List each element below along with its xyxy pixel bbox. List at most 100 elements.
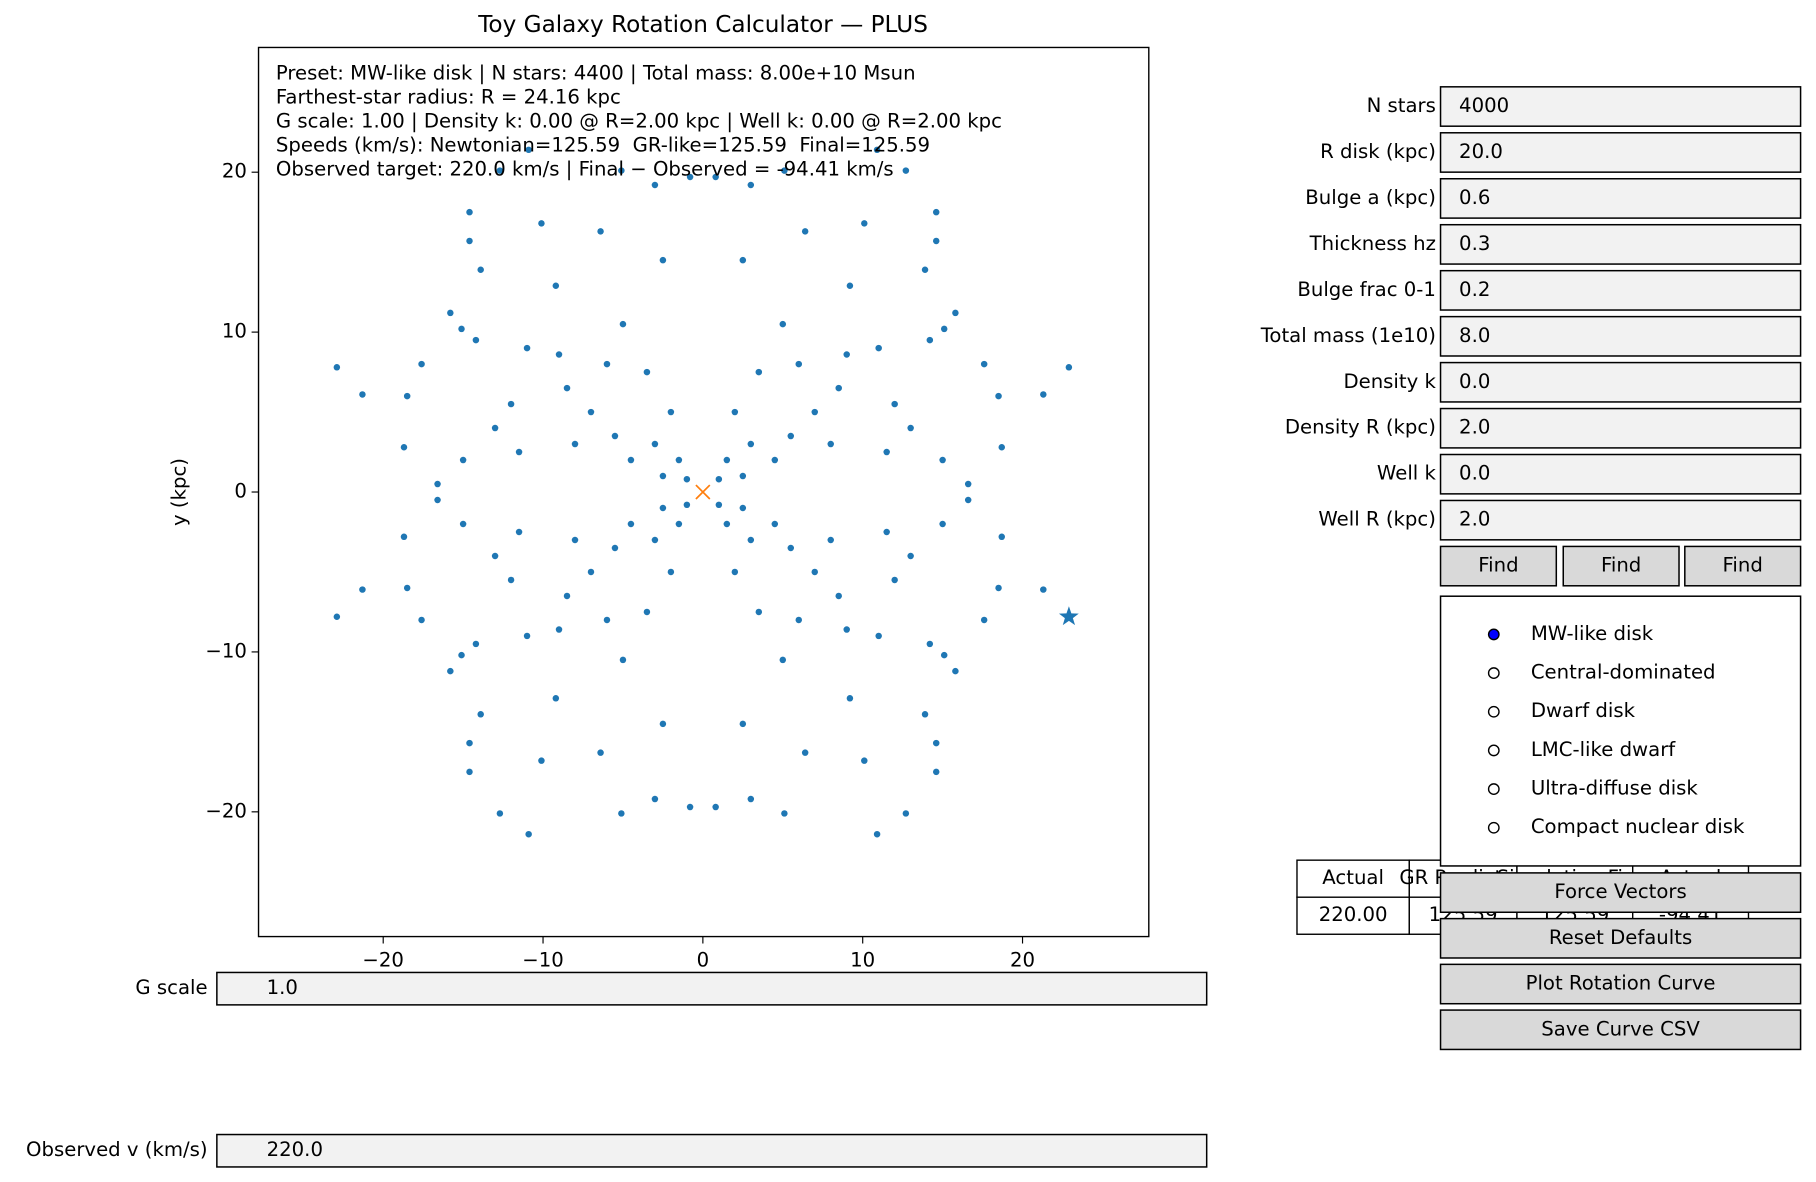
star-point [771,520,779,528]
radio-label[interactable]: Dwarf disk [1531,699,1636,722]
find-button[interactable] [1439,545,1558,587]
star-point [525,146,532,154]
radio-label[interactable]: LMC-like dwarf [1531,738,1676,761]
text-input[interactable] [1439,453,1802,495]
star-point [618,810,625,817]
button-label[interactable]: Save Curve CSV [1541,1017,1700,1040]
text-input[interactable] [1439,315,1802,357]
star-point [932,768,940,776]
find-button[interactable] [1562,545,1680,587]
action-button[interactable] [1439,872,1802,914]
preset-panel [1439,595,1802,867]
star-point [686,173,694,181]
star-point [1040,391,1047,398]
star-point [507,400,515,408]
field-label: G scale [135,976,207,999]
input-value[interactable]: 1.0 [267,976,298,999]
text-input[interactable] [1439,86,1802,127]
radio-button[interactable] [1487,821,1500,834]
star-point [811,568,818,576]
table-text: Actual [1322,866,1384,889]
input-value[interactable]: 2.0 [1459,416,1490,439]
button-label[interactable]: Find [1478,554,1518,577]
info-line: Observed target: 220.0 km/s | Final − Ob… [276,157,894,180]
star-point [980,616,988,624]
radio-button[interactable] [1487,667,1500,679]
star-point [883,528,890,536]
star-point [400,533,408,541]
action-button[interactable] [1439,917,1802,959]
action-button[interactable] [1439,1009,1802,1051]
star-point [555,351,563,358]
star-point [571,440,579,448]
radio-label[interactable]: MW-like disk [1531,622,1654,645]
star-point [779,656,787,664]
input-value[interactable]: 2.0 [1459,508,1490,531]
star-point [787,544,795,552]
input-value[interactable]: 0.3 [1459,232,1490,255]
star-point [659,256,667,264]
y-tick-label: −10 [205,639,247,662]
x-tick-label: −20 [362,948,404,971]
input-value[interactable]: 0.2 [1459,278,1490,301]
plot-frame [257,46,1150,938]
star-point [827,536,834,544]
star-point [403,584,411,592]
input-value[interactable]: 0.0 [1459,370,1490,393]
button-label[interactable]: Find [1723,554,1763,577]
star-point [926,640,934,648]
star-point [434,496,441,504]
star-point [787,432,795,440]
button-label[interactable]: Plot Rotation Curve [1526,972,1716,995]
star-point [523,344,531,352]
input-value[interactable]: 8.0 [1459,324,1490,347]
star-point [952,667,959,675]
star-point [801,228,809,235]
input-value[interactable]: 20.0 [1459,140,1503,163]
text-input[interactable] [1439,269,1802,311]
radio-button[interactable] [1487,744,1500,757]
radio-button[interactable] [1487,705,1500,718]
field-label: Bulge frac 0-1 [1297,278,1436,301]
y-axis-label: y (kpc) [167,458,190,526]
star-point [902,167,910,174]
star-point [739,256,747,264]
star-point [932,739,940,747]
text-input[interactable] [216,1133,1208,1168]
info-line: Farthest-star radius: R = 24.16 kpc [276,86,621,109]
star-point [466,208,473,216]
text-input[interactable] [1439,407,1802,449]
action-button[interactable] [1439,963,1802,1005]
find-button[interactable] [1684,545,1802,587]
radio-label[interactable]: Compact nuclear disk [1531,815,1745,838]
star-point [472,336,480,344]
button-label[interactable]: Find [1601,554,1641,577]
text-input[interactable] [1439,223,1802,265]
input-value[interactable]: 0.6 [1459,186,1490,209]
star-point [603,616,611,624]
star-point [563,592,571,600]
button-label[interactable]: Force Vectors [1554,880,1686,903]
radio-label[interactable]: Ultra-diffuse disk [1531,777,1699,800]
star-point [619,320,627,328]
star-point [883,448,890,456]
field-label: Well R (kpc) [1318,508,1436,531]
star-point [715,501,723,509]
radio-label[interactable]: Central-dominated [1531,661,1716,684]
input-value[interactable]: 0.0 [1459,462,1490,485]
radio-button[interactable] [1487,783,1500,795]
text-input[interactable] [1439,361,1802,403]
star-point [1065,364,1073,371]
text-input[interactable] [1439,177,1802,219]
star-point [611,432,619,440]
input-value[interactable]: 220.0 [267,1138,323,1161]
text-input[interactable] [1439,132,1802,173]
text-input[interactable] [1439,499,1802,541]
star-point [403,392,411,400]
star-point [571,536,579,544]
button-label[interactable]: Reset Defaults [1549,926,1692,949]
input-value[interactable]: 4000 [1459,94,1509,117]
text-input[interactable] [216,971,1208,1006]
radio-button[interactable] [1487,628,1500,641]
star-point [587,408,595,416]
